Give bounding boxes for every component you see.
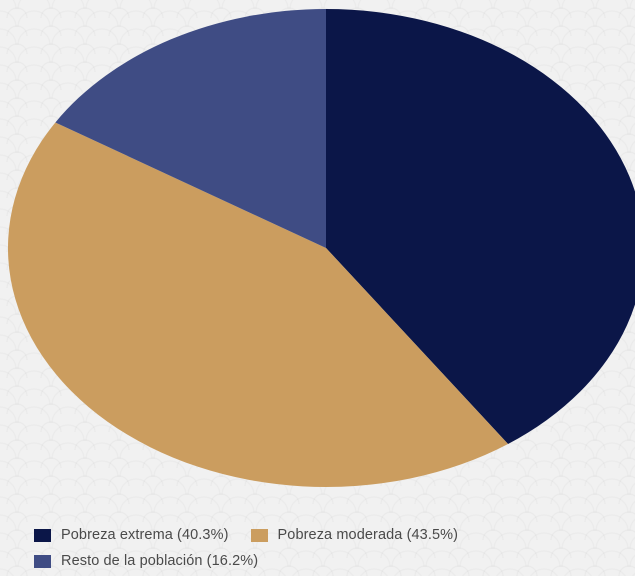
legend-item-resto-poblacion: Resto de la población (16.2%) [34, 553, 258, 569]
legend-label-pobreza-extrema: Pobreza extrema (40.3%) [61, 527, 229, 543]
pie-slice-pobreza-extrema [326, 9, 635, 444]
pie-chart [7, 8, 635, 488]
legend-swatch-resto-poblacion [34, 554, 51, 568]
legend-row-1: Pobreza extrema (40.3%) Pobreza moderada… [34, 522, 634, 548]
pie-slice-resto-poblacion [55, 8, 326, 249]
legend-label-resto-poblacion: Resto de la población (16.2%) [61, 553, 259, 569]
chart-legend: Pobreza extrema (40.3%) Pobreza moderada… [34, 522, 634, 574]
pie-slices [7, 8, 635, 488]
legend-label-pobreza-moderada: Pobreza moderada (43.5%) [277, 527, 459, 543]
legend-swatch-pobreza-moderada [250, 528, 268, 542]
legend-swatch-pobreza-extrema [34, 528, 51, 542]
pie-slice-pobreza-moderada [7, 122, 509, 488]
legend-row-2: Resto de la población (16.2%) [34, 548, 634, 574]
legend-item-pobreza-extrema: Pobreza extrema (40.3%) [34, 527, 229, 543]
legend-item-pobreza-moderada: Pobreza moderada (43.5%) [250, 527, 459, 543]
